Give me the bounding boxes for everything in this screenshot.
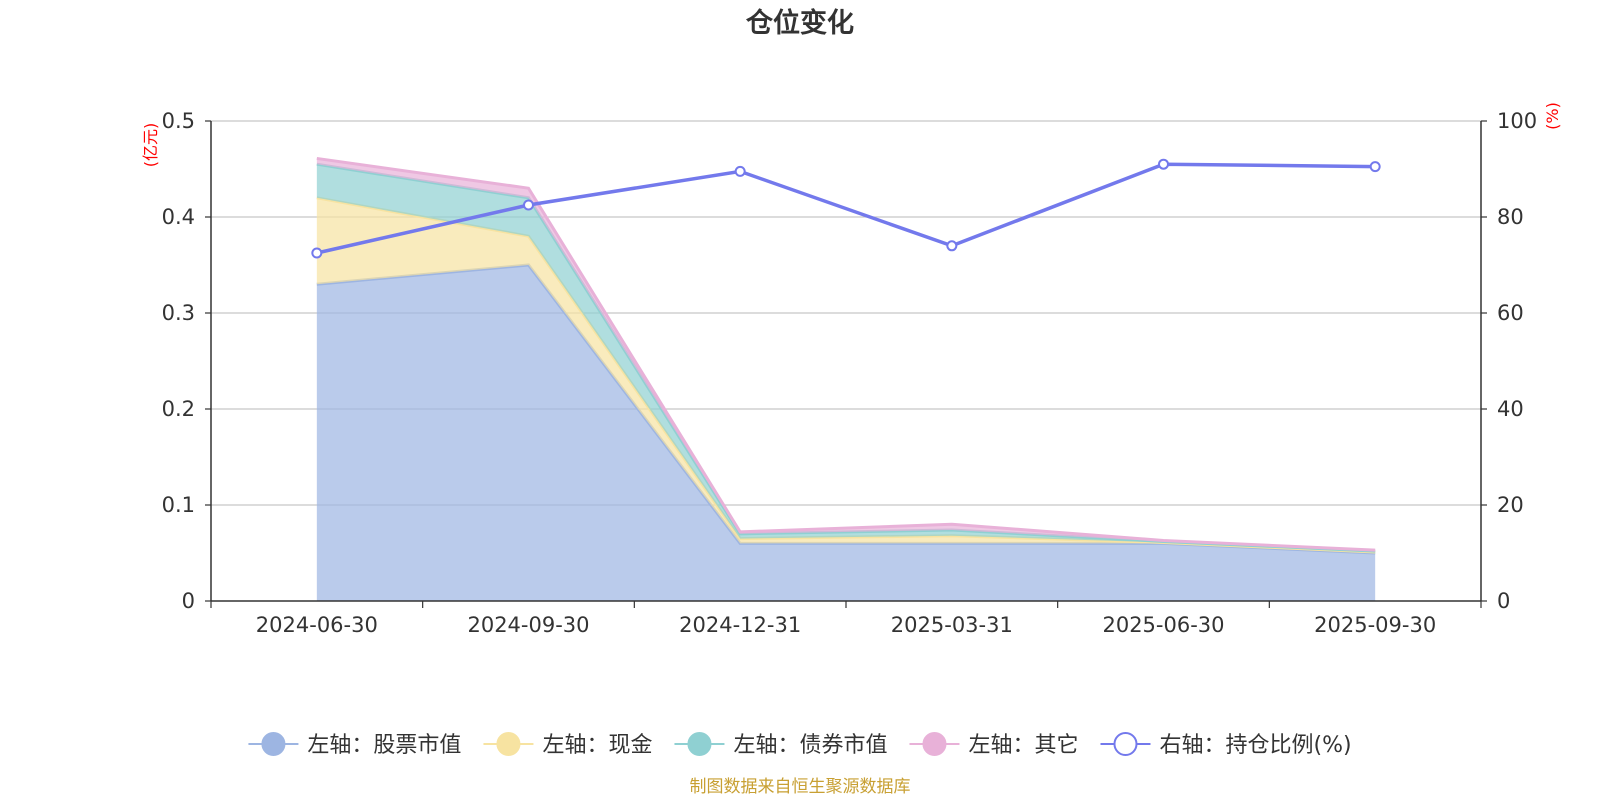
right-tick-label: 0	[1497, 589, 1510, 613]
stacked-areas	[316, 156, 1376, 601]
area-series-0	[316, 265, 1376, 601]
legend-marker-4	[1113, 732, 1138, 756]
right-tick-label: 40	[1497, 397, 1524, 421]
position-ratio-line	[311, 158, 1381, 259]
left-tick-label: 0.2	[162, 397, 195, 421]
legend-label-2: 左轴：债券市值	[733, 733, 887, 758]
position-ratio-point	[523, 199, 534, 211]
x-tick-label: 2025-09-30	[1314, 613, 1436, 637]
area-series-edge-3	[316, 156, 1376, 552]
legend: 左轴：股票市值 左轴：现金 左轴：债券市值 左轴：其它 右轴：持仓比例(%)	[248, 732, 1352, 758]
chart-title: 仓位变化	[745, 7, 854, 39]
x-tick-label: 2024-06-30	[256, 613, 378, 637]
left-tick-label: 0	[182, 589, 195, 613]
left-tick-label: 0.5	[162, 109, 195, 133]
left-tick-label: 0.4	[162, 205, 195, 229]
right-axis-unit: (%)	[1543, 102, 1562, 130]
x-tick-label: 2024-09-30	[467, 613, 589, 637]
left-tick-label: 0.3	[162, 301, 195, 325]
position-ratio-point	[946, 240, 958, 252]
area-series-2	[316, 164, 1376, 553]
position-ratio-path	[316, 162, 1376, 255]
right-tick-label: 60	[1497, 301, 1524, 325]
legend-label-0: 左轴：股票市值	[307, 733, 461, 758]
right-tick-label: 100	[1497, 109, 1537, 133]
x-tick-label: 2025-06-30	[1102, 613, 1224, 637]
position-ratio-point	[1369, 161, 1381, 173]
left-axis-unit: (亿元)	[141, 123, 160, 168]
position-ratio-point	[311, 247, 323, 259]
area-series-1	[316, 197, 1376, 554]
legend-label-3: 左轴：其它	[968, 733, 1078, 758]
left-tick-label: 0.1	[162, 493, 195, 517]
legend-label-1: 左轴：现金	[542, 733, 652, 758]
x-tick-label: 2025-03-31	[891, 613, 1013, 637]
x-tick-label: 2024-12-31	[679, 613, 801, 637]
legend-marker-2	[687, 732, 712, 756]
data-source-note: 制图数据来自恒生聚源数据库	[690, 777, 911, 797]
position-ratio-point	[1158, 158, 1169, 170]
legend-label-4: 右轴：持仓比例(%)	[1159, 733, 1351, 758]
legend-marker-3	[922, 732, 947, 756]
legend-marker-1	[496, 732, 521, 756]
legend-marker-0	[261, 732, 286, 756]
right-tick-label: 80	[1497, 205, 1524, 229]
axes: 0 0 0.1 20 0.2 40 0.3 60 0.4 80 0.5 100 2024-06-30 20…	[162, 109, 1538, 637]
right-tick-label: 20	[1497, 493, 1524, 517]
position-ratio-point	[734, 165, 746, 177]
